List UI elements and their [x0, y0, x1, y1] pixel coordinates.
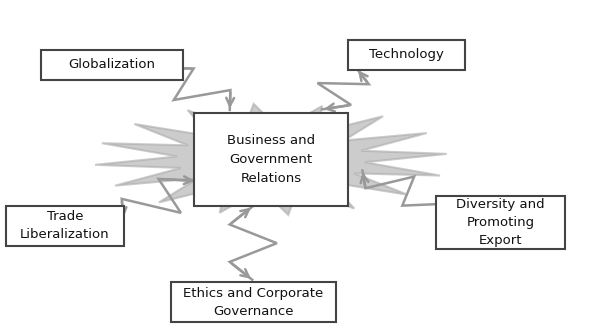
Bar — [436, 196, 565, 249]
Polygon shape — [95, 104, 447, 215]
Text: Technology: Technology — [369, 48, 444, 61]
Bar — [194, 113, 348, 206]
Bar — [348, 40, 465, 70]
Text: Globalization: Globalization — [68, 58, 155, 71]
Text: Business and
Government
Relations: Business and Government Relations — [227, 134, 315, 185]
Text: Diversity and
Promoting
Export: Diversity and Promoting Export — [456, 198, 545, 247]
Bar — [171, 282, 336, 322]
Bar — [6, 206, 124, 246]
Bar — [41, 50, 183, 80]
Text: Ethics and Corporate
Governance: Ethics and Corporate Governance — [183, 287, 323, 318]
Text: Trade
Liberalization: Trade Liberalization — [20, 210, 110, 241]
